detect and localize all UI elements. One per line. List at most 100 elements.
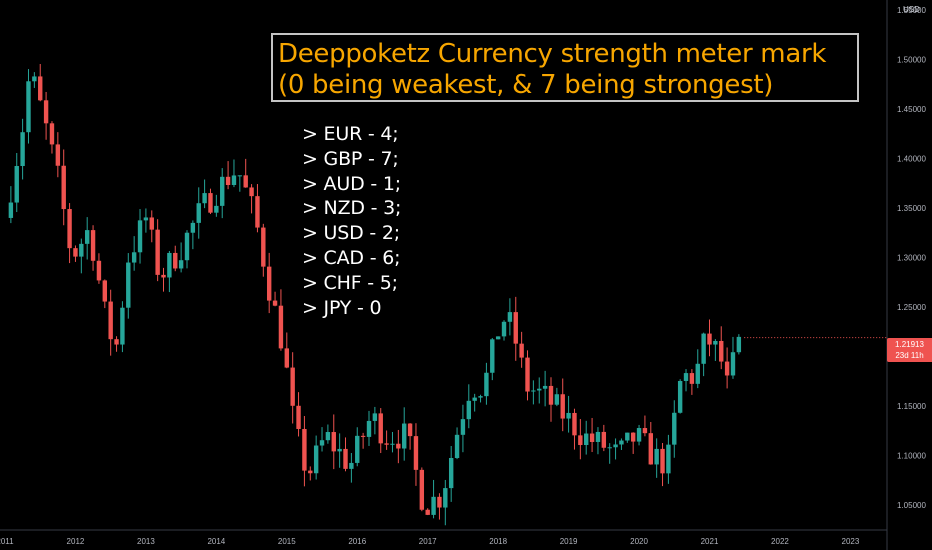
candle-down xyxy=(155,229,160,275)
candle-down xyxy=(560,394,565,419)
candle-down xyxy=(719,340,724,362)
candle-down xyxy=(724,361,730,376)
candle-up xyxy=(695,363,700,384)
candle-up xyxy=(736,336,742,353)
candle-down xyxy=(249,187,254,197)
current-price-value: 1.21913 xyxy=(895,340,924,349)
price-tick-label: 1.15000 xyxy=(897,402,926,411)
candle-up xyxy=(325,432,331,441)
candle-up xyxy=(32,76,37,82)
candle-up xyxy=(701,333,706,364)
candle-up xyxy=(79,243,84,257)
candle-up xyxy=(537,388,542,391)
candle-up xyxy=(137,220,143,253)
candle-down xyxy=(225,176,231,186)
time-axis[interactable]: 2011 2012 2013 2014 2015 2016 2017 2018 2019 2020… xyxy=(0,537,860,546)
candle-up xyxy=(531,390,536,392)
candle-up xyxy=(313,445,319,474)
candle-up xyxy=(672,412,677,445)
candle-up xyxy=(460,419,466,435)
candle-down xyxy=(419,469,425,510)
chart-title-line-1: Deeppoketz Currency strength meter mark xyxy=(278,39,827,69)
candle-up xyxy=(14,166,19,203)
candle-down xyxy=(601,431,607,448)
candle-down xyxy=(278,305,284,349)
time-tick-label: 2015 xyxy=(278,537,296,546)
title-annotation-box xyxy=(271,33,859,102)
candle-up xyxy=(84,230,90,244)
price-tick-label: 1.25000 xyxy=(897,303,926,312)
strength-item-aud: > AUD - 1; xyxy=(302,172,401,195)
candle-up xyxy=(319,440,325,446)
candle-down xyxy=(589,433,595,442)
candle-up xyxy=(713,340,718,345)
candle-down xyxy=(149,217,154,230)
chart-title-line-2: (0 being weakest, & 7 being strongest) xyxy=(278,70,774,100)
strength-item-nzd: > NZD - 3; xyxy=(302,197,402,220)
candle-up xyxy=(20,132,25,167)
candle-up xyxy=(196,203,201,223)
candle-up xyxy=(337,448,342,452)
candle-down xyxy=(360,435,366,437)
candle-down xyxy=(425,509,430,515)
candle-down xyxy=(67,209,72,249)
candle-up xyxy=(507,312,513,322)
candle-up xyxy=(202,193,207,204)
candle-up xyxy=(490,339,495,373)
time-tick-label: 2021 xyxy=(701,537,719,546)
candle-down xyxy=(548,385,554,405)
candle-down xyxy=(437,496,442,508)
candle-up xyxy=(443,488,448,508)
candle-down xyxy=(38,76,43,101)
strength-item-cad: > CAD - 6; xyxy=(302,246,401,269)
candle-up xyxy=(120,307,125,345)
time-tick-label: 2014 xyxy=(207,537,225,546)
candle-up xyxy=(466,400,471,420)
candle-up xyxy=(237,175,243,177)
candle-down xyxy=(648,433,653,465)
candle-up xyxy=(495,336,501,340)
candle-up xyxy=(613,444,618,448)
candle-down xyxy=(578,435,583,446)
price-tick-label: 1.55000 xyxy=(897,6,926,15)
candle-down xyxy=(572,412,577,436)
candle-up xyxy=(349,462,354,469)
candle-up xyxy=(231,175,237,186)
candle-up xyxy=(366,420,372,437)
candle-up xyxy=(126,262,131,308)
candle-down xyxy=(689,373,695,384)
candle-down xyxy=(396,443,401,449)
currency-strength-list: > EUR - 4; > GBP - 7; > AUD - 1; > NZD -… xyxy=(302,122,401,320)
candle-up xyxy=(478,396,483,398)
candle-down xyxy=(255,196,260,228)
candle-down xyxy=(343,448,348,469)
candle-down xyxy=(331,432,336,452)
time-tick-label: 2022 xyxy=(771,537,789,546)
candle-up xyxy=(566,412,571,419)
candle-down xyxy=(660,448,665,474)
candle-up xyxy=(220,176,225,206)
candle-down xyxy=(707,333,712,345)
candlestick-series xyxy=(8,63,887,526)
candle-up xyxy=(484,372,489,397)
candle-up xyxy=(184,232,190,261)
candle-up xyxy=(167,252,172,278)
candle-down xyxy=(55,144,61,166)
candle-up xyxy=(636,428,642,442)
price-tick-label: 1.40000 xyxy=(897,155,926,164)
candle-down xyxy=(630,432,636,442)
candle-down xyxy=(519,343,524,358)
price-axis[interactable]: 1.55000 1.50000 1.45000 1.40000 1.35000 1.300… xyxy=(897,6,926,510)
candle-up xyxy=(178,260,184,269)
candle-down xyxy=(243,175,248,188)
current-price-tag: 1.21913 23d 11h xyxy=(887,338,932,362)
candle-down xyxy=(108,301,113,340)
time-tick-label: 2020 xyxy=(630,537,648,546)
price-tick-label: 1.45000 xyxy=(897,105,926,114)
candle-down xyxy=(284,348,289,368)
candle-up xyxy=(214,205,219,213)
candle-up xyxy=(683,373,689,381)
candle-down xyxy=(413,436,419,470)
candle-down xyxy=(73,248,78,257)
